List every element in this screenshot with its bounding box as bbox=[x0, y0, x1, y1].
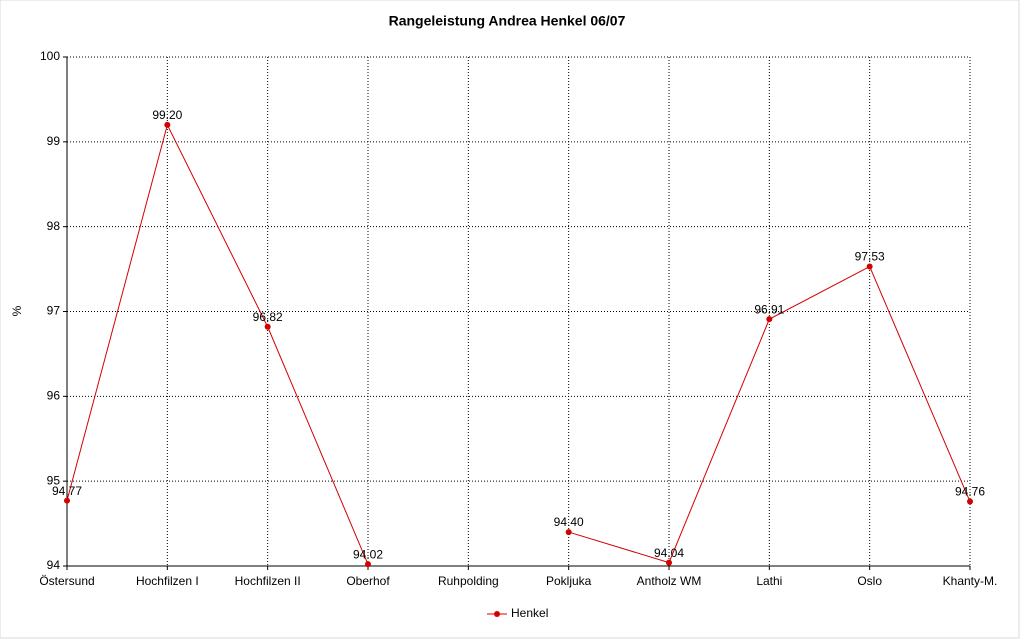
point bbox=[365, 561, 371, 568]
x-tick-label: Oberhof bbox=[346, 574, 390, 588]
value-label: 94.04 bbox=[654, 546, 684, 560]
y-tick-label: 96 bbox=[47, 389, 61, 403]
x-tick-label: Khanty-M. bbox=[943, 574, 998, 588]
value-label: 99.20 bbox=[152, 108, 182, 122]
x-tick-label: Pokljuka bbox=[546, 574, 592, 588]
point bbox=[164, 121, 171, 128]
value-label: 94.40 bbox=[554, 515, 584, 529]
value-label: 94.77 bbox=[52, 484, 82, 498]
y-tick-label: 94 bbox=[47, 558, 61, 572]
x-tick-label: Östersund bbox=[39, 574, 94, 588]
x-tick-label: Hochfilzen II bbox=[235, 574, 301, 588]
legend-marker bbox=[494, 611, 500, 617]
point bbox=[766, 316, 773, 323]
value-label: 96.82 bbox=[253, 310, 283, 324]
value-label: 94.76 bbox=[955, 485, 985, 499]
x-tick-label: Hochfilzen I bbox=[136, 574, 199, 588]
y-tick-label: 99 bbox=[47, 134, 61, 148]
value-label: 94.02 bbox=[353, 547, 383, 561]
point bbox=[565, 529, 572, 536]
y-tick-label: 98 bbox=[47, 219, 61, 233]
y-tick-label: 97 bbox=[47, 304, 61, 318]
x-tick-label: Oslo bbox=[857, 574, 882, 588]
y-tick-label: 100 bbox=[40, 49, 60, 63]
y-axis-label: % bbox=[10, 305, 24, 316]
value-label: 96.91 bbox=[754, 302, 784, 316]
x-tick-label: Ruhpolding bbox=[438, 574, 499, 588]
x-tick-label: Lathi bbox=[756, 574, 782, 588]
legend-label: Henkel bbox=[511, 606, 548, 620]
x-tick-label: Antholz WM bbox=[637, 574, 702, 588]
point bbox=[264, 323, 271, 330]
point bbox=[866, 263, 873, 270]
chart-title: Rangeleistung Andrea Henkel 06/07 bbox=[389, 13, 626, 29]
value-label: 97.53 bbox=[855, 250, 885, 264]
y-tick-label: 95 bbox=[47, 473, 61, 487]
point bbox=[64, 497, 70, 504]
point bbox=[666, 559, 672, 566]
point bbox=[967, 498, 973, 505]
